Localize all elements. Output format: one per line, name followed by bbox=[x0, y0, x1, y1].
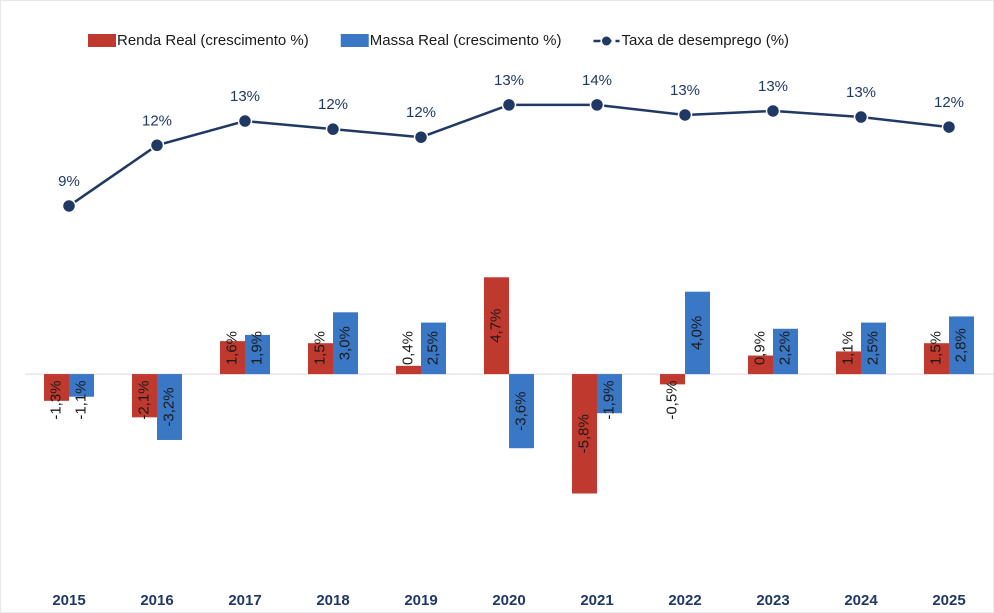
x-tick-label: 2015 bbox=[52, 592, 85, 609]
bar-value-label: 0,4% bbox=[399, 331, 416, 365]
line-marker bbox=[765, 103, 781, 119]
bar bbox=[245, 334, 270, 375]
bar bbox=[69, 374, 94, 397]
bar bbox=[949, 316, 974, 375]
x-tick-label: 2017 bbox=[228, 592, 261, 609]
bar-value-label: 1,5% bbox=[927, 331, 944, 365]
bar bbox=[44, 374, 69, 401]
line-marker bbox=[589, 97, 605, 113]
line-value-label: 13% bbox=[758, 78, 788, 95]
bar-value-label: -3,6% bbox=[512, 392, 529, 431]
line-value-label: 12% bbox=[406, 104, 436, 121]
bar bbox=[773, 328, 798, 375]
line-marker bbox=[941, 119, 957, 135]
line-value-label: 13% bbox=[846, 84, 876, 101]
bar bbox=[132, 374, 157, 418]
bar bbox=[484, 277, 509, 375]
line-value-label: 12% bbox=[934, 94, 964, 111]
x-tick-label: 2020 bbox=[492, 592, 525, 609]
line-value-label: 12% bbox=[142, 112, 172, 129]
line-marker bbox=[677, 107, 693, 123]
bar-value-label: -1,9% bbox=[600, 380, 617, 419]
line-marker bbox=[413, 129, 429, 145]
legend-marker bbox=[601, 36, 611, 46]
bar bbox=[685, 291, 710, 375]
line-marker bbox=[61, 198, 77, 214]
x-tick-label: 2024 bbox=[844, 592, 878, 609]
bar bbox=[220, 341, 245, 375]
x-tick-label: 2025 bbox=[932, 592, 965, 609]
bar bbox=[660, 374, 685, 385]
bar-value-label: 2,2% bbox=[776, 331, 793, 365]
line-value-label: 9% bbox=[58, 173, 80, 190]
bar-value-label: -3,2% bbox=[160, 387, 177, 426]
bar-value-label: 2,5% bbox=[864, 331, 881, 365]
bar-value-label: -0,5% bbox=[663, 380, 680, 419]
bar bbox=[597, 374, 622, 414]
bar bbox=[861, 322, 886, 375]
bar bbox=[836, 351, 861, 375]
legend-label: Renda Real (crescimento %) bbox=[117, 32, 309, 49]
line-value-label: 13% bbox=[230, 88, 260, 105]
bar-value-label: 1,1% bbox=[839, 331, 856, 365]
legend-label: Taxa de desemprego (%) bbox=[621, 32, 789, 49]
line-marker bbox=[501, 97, 517, 113]
bar bbox=[396, 365, 421, 375]
line-value-label: 14% bbox=[582, 72, 612, 89]
bar bbox=[572, 374, 597, 494]
x-tick-label: 2021 bbox=[580, 592, 613, 609]
x-tick-label: 2022 bbox=[668, 592, 701, 609]
line-value-label: 13% bbox=[494, 72, 524, 89]
bar bbox=[421, 322, 446, 375]
line-marker bbox=[149, 138, 165, 153]
line-marker bbox=[237, 113, 253, 129]
bar-value-label: 0,9% bbox=[751, 331, 768, 365]
bar bbox=[924, 343, 949, 375]
bar bbox=[308, 343, 333, 375]
legend-swatch bbox=[88, 34, 116, 47]
bar-value-label: -1,1% bbox=[72, 380, 89, 419]
bar-value-label: 1,9% bbox=[248, 331, 265, 365]
bar-value-label: -1,3% bbox=[47, 380, 64, 419]
line-marker bbox=[325, 121, 341, 137]
line-value-label: 12% bbox=[318, 96, 348, 113]
bar bbox=[509, 374, 534, 449]
bar-value-label: 1,5% bbox=[311, 331, 328, 365]
legend-label: Massa Real (crescimento %) bbox=[370, 32, 562, 49]
line-value-label: 13% bbox=[670, 82, 700, 99]
bar-value-label: -2,1% bbox=[135, 380, 152, 419]
x-tick-label: 2016 bbox=[140, 592, 173, 609]
bar-value-label: -5,8% bbox=[575, 414, 592, 453]
bar-value-label: 1,6% bbox=[223, 331, 240, 365]
bar-value-label: 2,5% bbox=[424, 331, 441, 365]
legend-swatch bbox=[340, 34, 369, 47]
x-tick-label: 2019 bbox=[404, 592, 437, 609]
bar-value-label: 2,8% bbox=[952, 328, 969, 362]
x-tick-label: 2023 bbox=[756, 592, 789, 609]
x-tick-label: 2018 bbox=[316, 592, 349, 609]
line-marker bbox=[853, 109, 869, 125]
bar-value-label: 4,7% bbox=[487, 309, 504, 343]
bar bbox=[157, 374, 182, 440]
bar bbox=[748, 355, 773, 375]
bar-value-label: 4,0% bbox=[688, 316, 705, 350]
bar-value-label: 3,0% bbox=[336, 326, 353, 360]
bar bbox=[333, 312, 358, 375]
